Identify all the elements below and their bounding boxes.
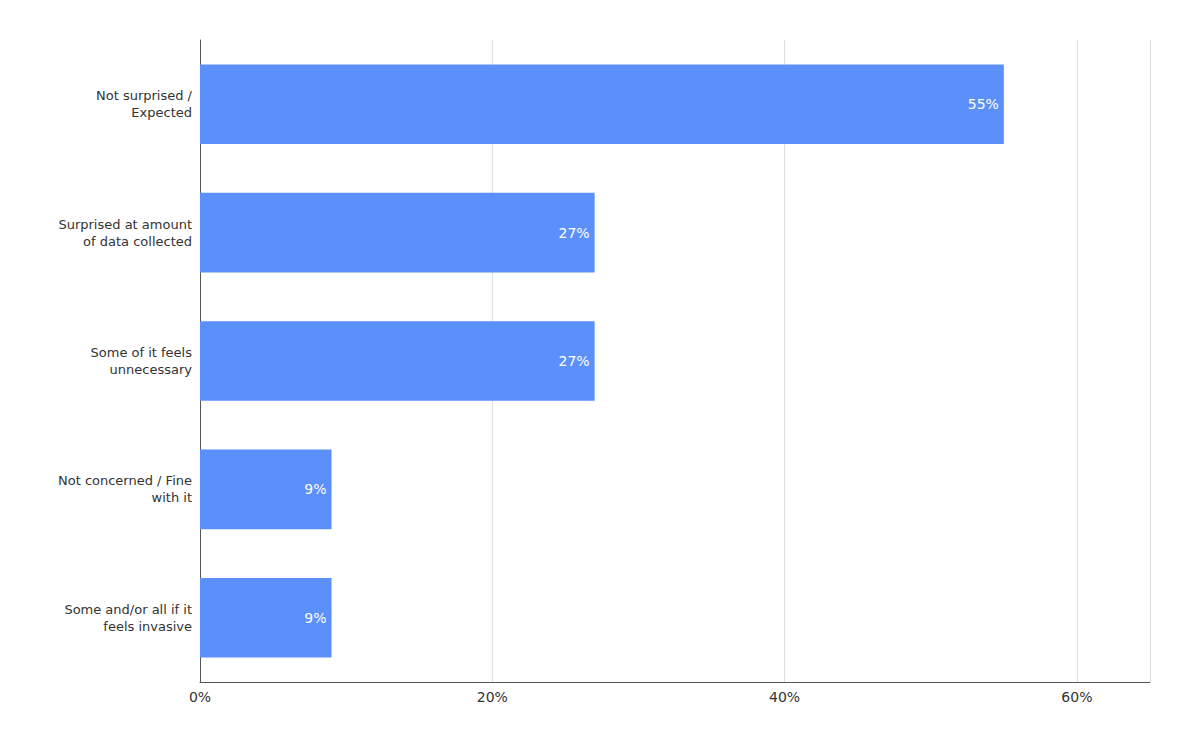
- svg-text:9%: 9%: [304, 481, 326, 497]
- svg-text:Expected: Expected: [131, 105, 192, 120]
- svg-text:9%: 9%: [304, 610, 326, 626]
- svg-text:Some of it feels: Some of it feels: [91, 345, 193, 360]
- svg-text:Surprised at amount: Surprised at amount: [58, 217, 192, 232]
- svg-text:20%: 20%: [477, 689, 508, 705]
- svg-text:Not concerned / Fine: Not concerned / Fine: [58, 473, 192, 488]
- svg-text:60%: 60%: [1061, 689, 1092, 705]
- svg-text:0%: 0%: [189, 689, 211, 705]
- svg-text:feels invasive: feels invasive: [103, 619, 192, 634]
- svg-text:40%: 40%: [769, 689, 800, 705]
- svg-text:55%: 55%: [968, 96, 999, 112]
- svg-text:Some and/or all if it: Some and/or all if it: [64, 602, 192, 617]
- svg-text:Not surprised /: Not surprised /: [96, 88, 193, 103]
- svg-text:27%: 27%: [558, 225, 589, 241]
- svg-text:unnecessary: unnecessary: [110, 362, 193, 377]
- svg-text:with it: with it: [152, 490, 192, 505]
- svg-text:27%: 27%: [558, 353, 589, 369]
- svg-text:of data collected: of data collected: [83, 234, 192, 249]
